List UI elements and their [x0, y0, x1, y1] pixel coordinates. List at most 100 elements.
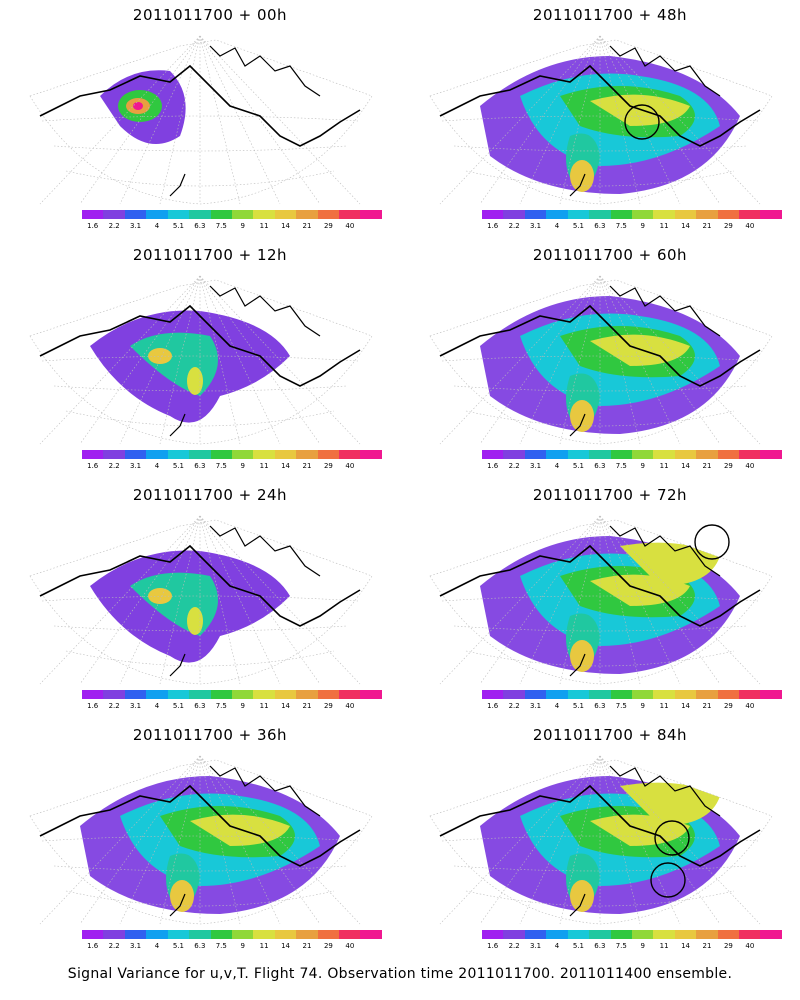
colorbar-tick-label: 40 — [345, 702, 355, 710]
colorbar-swatch — [739, 930, 761, 939]
colorbar-swatch — [653, 210, 675, 219]
colorbar-swatch — [274, 450, 297, 459]
colorbar-swatch — [124, 210, 147, 219]
panel-title: 2011011700 + 00h — [132, 6, 288, 24]
colorbar-tick-label: 5.1 — [172, 702, 184, 710]
colorbar-swatch — [82, 690, 104, 699]
colorbar-tick-label: 9 — [240, 942, 245, 950]
colorbar-tick-label: 14 — [281, 702, 291, 710]
colorbar — [82, 690, 382, 699]
colorbar-swatch — [674, 690, 697, 699]
colorbar-swatch — [253, 210, 275, 219]
map-panel-3: 2011011700 + 60h 1.6 2.2 3.1 4 5.1 6.3 7.5 9 11 14… — [420, 240, 782, 480]
colorbar-swatch — [482, 210, 504, 219]
colorbar-swatch — [189, 930, 211, 939]
colorbar-tick-label: 3.1 — [129, 462, 142, 470]
colorbar-tick-label: 4 — [554, 702, 560, 710]
colorbar-tick-label: 7.5 — [615, 462, 627, 470]
colorbar-tick-label: 9 — [240, 222, 245, 230]
colorbar-swatch — [610, 690, 632, 699]
colorbar-tick-label: 5.1 — [172, 462, 184, 470]
map-panel-1: 2011011700 + 48h 1.6 2.2 3.1 4 5.1 6.3 7.5 9 11 14… — [420, 0, 782, 240]
colorbar-swatch — [253, 690, 275, 699]
colorbar-tick-label: 1.6 — [487, 942, 499, 950]
colorbar-tick-label: 29 — [323, 222, 333, 230]
colorbar-swatch — [717, 210, 740, 219]
colorbar-swatch — [231, 450, 254, 459]
colorbar-swatch — [653, 690, 675, 699]
colorbar-swatch — [524, 930, 547, 939]
colorbar-swatch — [524, 690, 547, 699]
colorbar-swatch — [631, 210, 654, 219]
colorbar-tick-label: 21 — [302, 462, 312, 470]
colorbar-tick-label: 6.3 — [194, 942, 206, 950]
colorbar-swatch — [717, 690, 740, 699]
colorbar-swatch — [589, 690, 611, 699]
colorbar-swatch — [210, 450, 232, 459]
colorbar-swatch — [124, 930, 147, 939]
colorbar-tick-label: 40 — [745, 462, 755, 470]
colorbar-swatch — [146, 930, 168, 939]
colorbar-ticks: 1.6 2.2 3.1 4 5.1 6.3 7.5 9 11 14 21 29 40 — [76, 462, 376, 472]
colorbar-ticks: 1.6 2.2 3.1 4 5.1 6.3 7.5 9 11 14 21 29 40 — [476, 222, 776, 232]
colorbar-swatch — [631, 690, 654, 699]
colorbar-tick-label: 2.2 — [108, 222, 120, 230]
colorbar-tick-label: 11 — [659, 702, 669, 710]
colorbar-swatch — [103, 930, 125, 939]
colorbar-tick-label: 29 — [723, 462, 733, 470]
observation-circle — [650, 862, 686, 898]
colorbar-tick-label: 40 — [745, 942, 755, 950]
colorbar-swatch — [653, 450, 675, 459]
colorbar-swatch — [210, 690, 232, 699]
colorbar-ticks: 1.6 2.2 3.1 4 5.1 6.3 7.5 9 11 14 21 29 40 — [476, 942, 776, 952]
colorbar-tick-label: 11 — [259, 462, 269, 470]
colorbar-swatch — [674, 210, 697, 219]
colorbar-swatch — [167, 210, 190, 219]
colorbar-tick-label: 3.1 — [529, 222, 542, 230]
colorbar-tick-label: 9 — [240, 702, 245, 710]
colorbar-swatch — [146, 450, 168, 459]
colorbar-swatch — [610, 210, 632, 219]
colorbar-tick-label: 7.5 — [215, 942, 227, 950]
colorbar-tick-label: 21 — [302, 222, 312, 230]
colorbar-tick-label: 3.1 — [529, 702, 542, 710]
colorbar — [82, 210, 382, 219]
colorbar-swatch — [482, 690, 504, 699]
colorbar-tick-label: 3.1 — [529, 942, 542, 950]
projection-map — [429, 275, 773, 445]
colorbar-swatch — [296, 210, 318, 219]
colorbar-swatch — [253, 450, 275, 459]
colorbar-tick-label: 4 — [154, 222, 160, 230]
colorbar-tick-label: 40 — [745, 222, 755, 230]
colorbar-swatch — [546, 930, 568, 939]
colorbar-swatch — [317, 930, 340, 939]
colorbar-tick-label: 14 — [681, 462, 691, 470]
colorbar-swatch — [610, 450, 632, 459]
colorbar-tick-label: 7.5 — [615, 222, 627, 230]
colorbar-tick-label: 14 — [281, 462, 291, 470]
colorbar-swatch — [589, 210, 611, 219]
colorbar-swatch — [210, 210, 232, 219]
colorbar-swatch — [231, 210, 254, 219]
colorbar-tick-label: 1.6 — [487, 222, 499, 230]
colorbar-tick-label: 1.6 — [487, 462, 499, 470]
colorbar-tick-label: 40 — [745, 702, 755, 710]
colorbar-swatch — [103, 210, 125, 219]
colorbar-tick-label: 14 — [681, 222, 691, 230]
colorbar-tick-label: 6.3 — [594, 222, 606, 230]
colorbar-swatch — [653, 930, 675, 939]
colorbar-tick-label: 29 — [723, 222, 733, 230]
observation-circle — [694, 524, 730, 560]
colorbar-swatch — [82, 450, 104, 459]
colorbar-tick-label: 2.2 — [108, 702, 120, 710]
colorbar-tick-label: 11 — [259, 942, 269, 950]
colorbar-ticks: 1.6 2.2 3.1 4 5.1 6.3 7.5 9 11 14 21 29 40 — [76, 222, 376, 232]
colorbar-swatch — [189, 210, 211, 219]
colorbar-tick-label: 9 — [640, 942, 645, 950]
projection-map — [429, 35, 773, 205]
map-panel-4: 2011011700 + 24h 1.6 2.2 3.1 4 5.1 6.3 7.5 9 11 14… — [20, 480, 382, 720]
map-panel-2: 2011011700 + 12h 1.6 2.2 3.1 4 5.1 6.3 7.5 9 11 14… — [20, 240, 382, 480]
colorbar-tick-label: 14 — [281, 222, 291, 230]
colorbar-swatch — [274, 930, 297, 939]
colorbar-swatch — [546, 450, 568, 459]
